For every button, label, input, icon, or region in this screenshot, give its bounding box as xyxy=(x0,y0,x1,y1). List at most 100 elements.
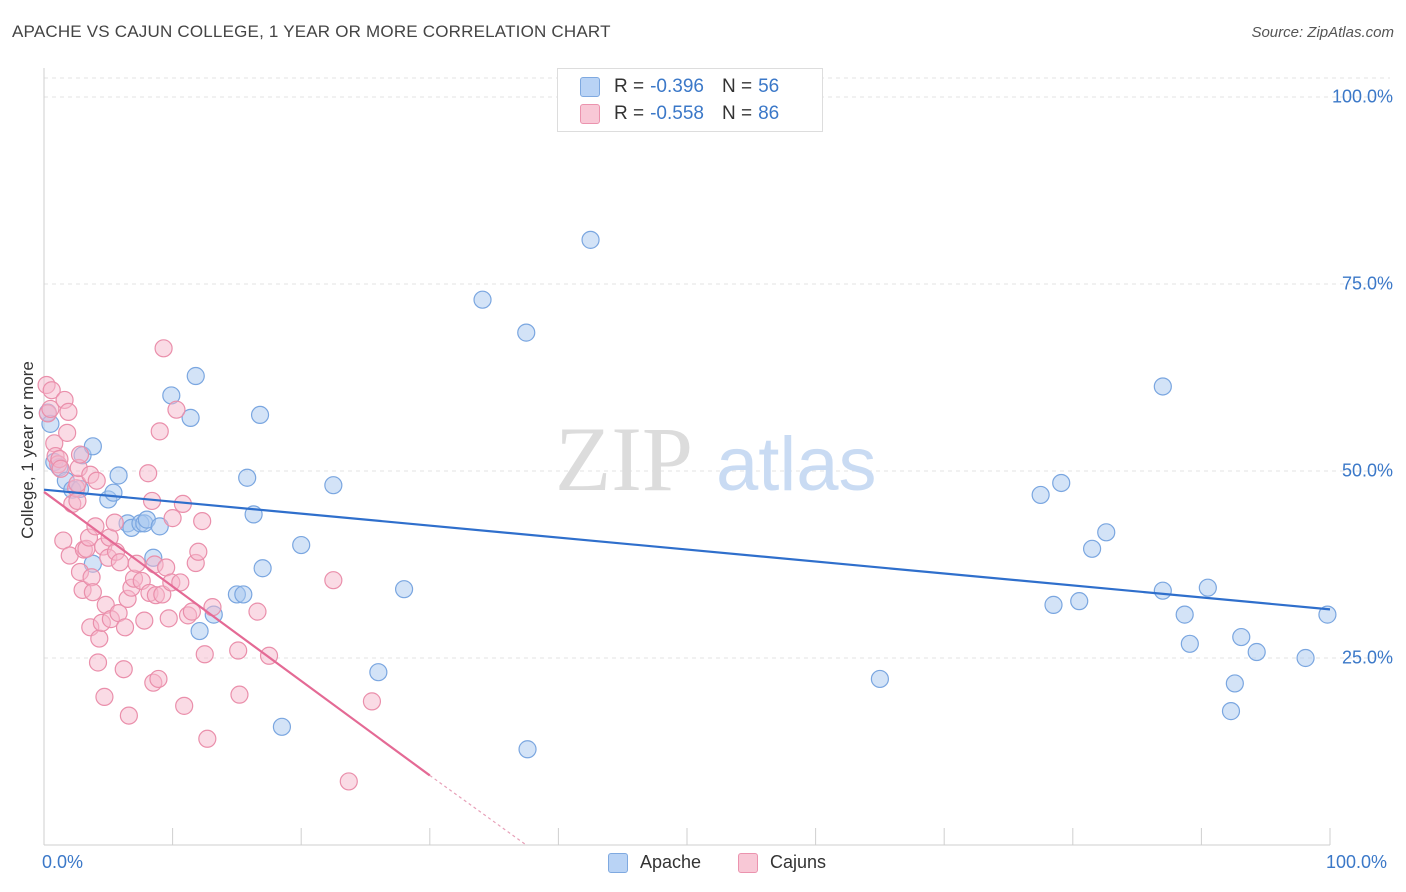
apache-point xyxy=(83,437,102,456)
cajuns-point xyxy=(114,660,133,679)
cajuns-point xyxy=(195,645,214,664)
apache-point xyxy=(473,290,492,309)
apache-point xyxy=(581,230,600,249)
trend-lines xyxy=(43,488,1331,846)
y-tick-label: 25.0% xyxy=(1341,647,1393,668)
cajuns-point xyxy=(83,583,102,602)
apache-point xyxy=(1232,627,1251,647)
cajuns-point xyxy=(88,653,108,672)
watermark-atlas: atlas xyxy=(716,422,877,507)
legend-r-label: R = xyxy=(614,76,645,97)
apache-point xyxy=(292,535,311,555)
apache-point xyxy=(1296,648,1315,668)
apache-point xyxy=(186,366,205,386)
cajuns-point xyxy=(119,706,138,725)
legend-row-cajuns: R = -0.558 N = 86 xyxy=(580,103,779,125)
axes xyxy=(43,68,1331,846)
cajuns-point xyxy=(135,611,154,630)
apache-swatch xyxy=(580,77,600,97)
chart-title: APACHE VS CAJUN COLLEGE, 1 YEAR OR MORE … xyxy=(12,22,611,41)
cajuns-point xyxy=(42,381,61,400)
cajuns-point xyxy=(59,402,78,422)
source-label: Source: ZipAtlas.com xyxy=(1251,24,1394,41)
legend-r-value: -0.396 xyxy=(650,76,704,97)
apache-point xyxy=(150,517,169,536)
cajuns-legend-label: Cajuns xyxy=(770,852,827,872)
apache-point xyxy=(238,468,257,487)
cajuns-point xyxy=(229,641,248,660)
apache-point xyxy=(234,585,253,604)
cajuns-point xyxy=(159,609,178,628)
cajuns-point xyxy=(163,509,182,528)
apache-point xyxy=(104,483,123,502)
apache-point xyxy=(1225,674,1244,693)
apache-point xyxy=(324,476,343,495)
cajuns-point xyxy=(90,629,109,648)
cajuns-point xyxy=(86,517,105,536)
cajuns-point xyxy=(115,618,135,637)
legend-r-value: -0.558 xyxy=(650,103,704,124)
cajuns-point xyxy=(105,513,124,532)
bottom-legend-apache: Apache xyxy=(608,852,701,873)
cajuns-point xyxy=(51,459,70,478)
legend: R = -0.396 N = 56 R = -0.558 N = 86 xyxy=(557,68,823,132)
apache-point xyxy=(1044,595,1063,614)
cajuns-point xyxy=(87,471,106,490)
y-tick-label: 100.0% xyxy=(1331,86,1393,107)
apache-point xyxy=(1318,605,1337,624)
watermark: ZIP atlas xyxy=(555,408,877,510)
cajuns-point xyxy=(82,568,101,587)
apache-point xyxy=(253,559,272,578)
cajuns-point xyxy=(41,399,60,419)
apache-legend-label: Apache xyxy=(640,852,702,872)
cajuns-point xyxy=(139,464,158,483)
cajuns-point xyxy=(248,602,267,621)
cajuns-point xyxy=(193,512,212,531)
cajuns-point xyxy=(110,553,129,572)
apache-point xyxy=(1052,473,1071,493)
cajuns-point xyxy=(95,687,114,706)
x-tick-max: 100.0% xyxy=(1326,852,1388,872)
cajuns-point xyxy=(175,696,194,715)
cajuns-point xyxy=(167,400,186,419)
apache-point xyxy=(1175,605,1194,624)
cajuns-point xyxy=(324,571,343,590)
apache-point xyxy=(1153,581,1172,600)
legend-r-label: R = xyxy=(614,103,645,124)
legend-row-apache: R = -0.396 N = 56 xyxy=(580,76,779,98)
apache-trend-line xyxy=(43,488,1331,611)
cajuns-point xyxy=(127,554,146,573)
apache-point xyxy=(1180,634,1199,653)
apache-point xyxy=(517,323,536,342)
cajuns-point xyxy=(68,491,87,511)
legend-n-value: 56 xyxy=(758,76,780,97)
apache-point xyxy=(1031,485,1050,505)
legend-n-label: N = xyxy=(721,103,753,124)
apache-point xyxy=(518,740,537,759)
apache-point xyxy=(272,717,292,736)
y-tick-label: 50.0% xyxy=(1341,460,1393,481)
apache-point xyxy=(1153,377,1172,396)
cajuns-point xyxy=(154,339,173,358)
legend-n-value: 86 xyxy=(758,103,780,124)
apache-point xyxy=(109,466,128,485)
cajuns-points xyxy=(37,339,382,791)
cajuns-point xyxy=(189,542,208,561)
apache-point xyxy=(1097,523,1116,542)
y-tick-label: 75.0% xyxy=(1341,273,1393,294)
cajuns-point xyxy=(149,669,168,689)
cajuns-trend-line xyxy=(43,491,431,777)
apache-point xyxy=(1198,578,1217,597)
x-tick-min: 0.0% xyxy=(42,852,84,872)
apache-point xyxy=(870,669,890,689)
cajuns-trend-extension xyxy=(429,774,527,846)
cajuns-point xyxy=(70,445,90,464)
apache-point xyxy=(1247,642,1266,662)
cajuns-point xyxy=(362,692,382,711)
cajuns-point xyxy=(230,685,249,704)
apache-point xyxy=(1221,702,1241,721)
bottom-legend-cajuns: Cajuns xyxy=(738,852,826,873)
cajuns-point xyxy=(58,423,77,442)
apache-point xyxy=(190,621,209,641)
